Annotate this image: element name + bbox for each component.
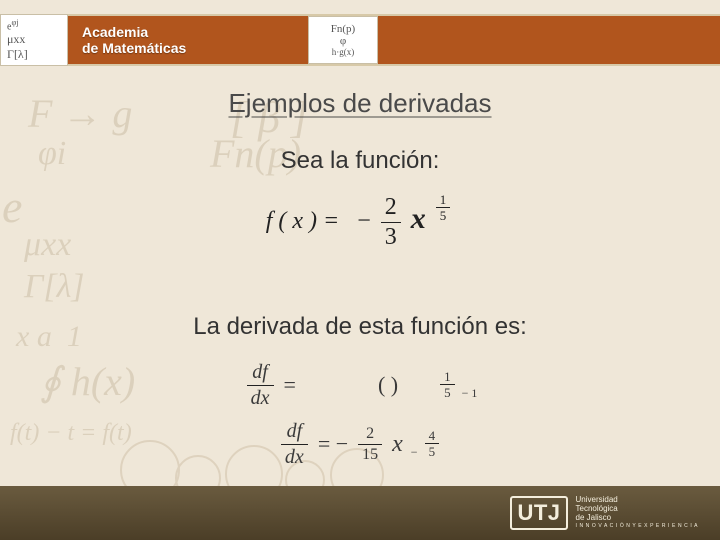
variable-x: x: [392, 431, 403, 458]
header: eφj μxx Γ[λ] Academia de Matemáticas Fn(…: [0, 14, 720, 66]
minus-one: − 1: [462, 386, 478, 400]
neg-sign: −: [357, 208, 371, 234]
numerator: 2: [381, 194, 401, 221]
header-math-patch-left: eφj μxx Γ[λ]: [0, 14, 68, 66]
num: df: [281, 420, 308, 443]
brand-title: Academia de Matemáticas: [68, 24, 186, 56]
text-line-2: La derivada de esta función es:: [0, 313, 720, 341]
denominator: 3: [381, 224, 401, 251]
exponent-fraction: 1 5: [436, 193, 451, 222]
exponent: − 4 5: [411, 429, 443, 460]
equals-neg: = −: [318, 431, 348, 457]
footer-logo: UTJ Universidad Tecnológica de Jalisco I…: [510, 496, 698, 530]
brand-line2: de Matemáticas: [82, 40, 186, 56]
fraction-bar: [281, 444, 308, 445]
equals: =: [284, 372, 296, 398]
neg-sign: −: [411, 445, 418, 459]
logo-line: de Jalisco: [576, 514, 699, 523]
logo-text: Universidad Tecnológica de Jalisco I N N…: [576, 496, 699, 530]
exp-fraction: 1 5: [440, 370, 455, 399]
fraction: 2 3: [381, 194, 401, 251]
denominator: 15: [358, 446, 382, 464]
deriv-step-1: df dx = ( ) 1 5 − 1: [243, 361, 478, 410]
header-band-fill: [378, 14, 720, 66]
lhs: f ( x ) =: [266, 208, 340, 234]
text-line-1: Sea la función:: [0, 147, 720, 175]
slide-subtitle: Ejemplos de derivadas: [0, 88, 720, 119]
fraction-bar: [247, 385, 274, 386]
exp-fraction: 4 5: [425, 429, 440, 458]
num: df: [247, 361, 274, 384]
dfdx: df dx: [281, 420, 308, 469]
logo-mark: UTJ: [510, 496, 567, 530]
exp-den: 5: [425, 445, 440, 458]
exp-den: 5: [436, 209, 451, 222]
dfdx: df dx: [247, 361, 274, 410]
slide: F → g φi e μxx Γ[λ] x a 1 ∮ h(x) f(t) − …: [0, 0, 720, 540]
formula-fdef: f ( x ) = − 2 3 x 1 5: [0, 193, 720, 251]
exp-den: 5: [440, 386, 455, 399]
patch-text: φ: [340, 35, 346, 47]
brand-line1: Academia: [82, 24, 186, 40]
patch-text: eφj: [7, 18, 67, 32]
logo-tagline: I N N O V A C I Ó N Y E X P E R I E N C …: [576, 524, 699, 530]
header-math-patch-right: Fn(p) φ h·g(x): [308, 16, 378, 64]
content-area: Ejemplos de derivadas Sea la función: f …: [0, 82, 720, 486]
variable-x: x: [411, 202, 426, 235]
header-brand-block: Academia de Matemáticas Fn(p) φ h·g(x): [68, 14, 378, 66]
derivative-block: df dx = ( ) 1 5 − 1: [0, 361, 720, 469]
patch-text: h·g(x): [332, 47, 355, 57]
deriv-step-2: df dx = − 2 15 x − 4 5: [277, 420, 443, 469]
paren-placeholder: ( ): [378, 372, 398, 398]
fraction: 2 15: [358, 425, 382, 464]
footer: UTJ Universidad Tecnológica de Jalisco I…: [0, 486, 720, 540]
fraction-bar: [381, 222, 401, 223]
exponent: 1 5 − 1: [436, 370, 477, 401]
den: dx: [281, 446, 308, 469]
patch-text: Γ[λ]: [7, 47, 67, 62]
numerator: 2: [358, 425, 382, 443]
formula-inline: f ( x ) = − 2 3 x 1 5: [266, 193, 455, 251]
exp-num: 4: [425, 429, 440, 442]
exp-num: 1: [440, 370, 455, 383]
fraction-bar: [358, 444, 382, 445]
exp-num: 1: [436, 193, 451, 206]
patch-text: μxx: [7, 32, 67, 47]
patch-text: Fn(p): [331, 23, 355, 35]
den: dx: [247, 387, 274, 410]
